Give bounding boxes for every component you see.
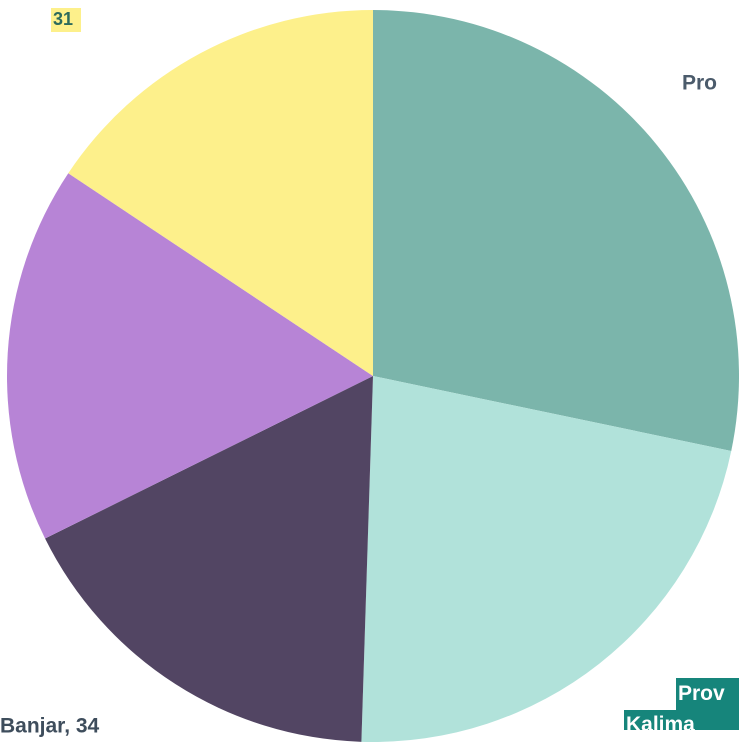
data-label-line: Kalima [626, 713, 695, 736]
pie-slice [68, 10, 374, 376]
data-label: Banjar, 34 [0, 715, 100, 738]
data-label: Pro [682, 72, 717, 95]
data-label: Prov Kalima [626, 682, 725, 736]
pie-slice [45, 376, 373, 742]
data-label: 31 [53, 9, 73, 29]
data-label-line: Prov [678, 682, 725, 705]
pie-slice [373, 10, 739, 451]
label-bg [51, 8, 81, 32]
pie-slice [6, 173, 373, 539]
label-bg [624, 710, 739, 730]
pie-slice [361, 376, 732, 742]
label-bg [676, 678, 739, 710]
